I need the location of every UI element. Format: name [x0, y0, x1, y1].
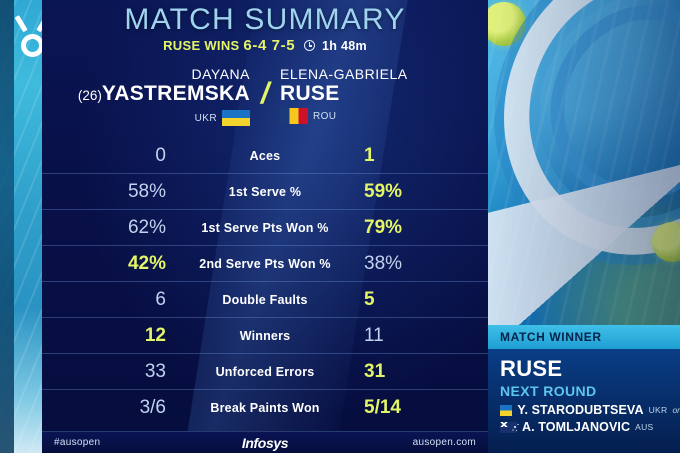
player-right-nationality: ROU — [280, 108, 488, 124]
clock-icon — [304, 40, 316, 51]
stat-value-right: 11 — [364, 324, 384, 346]
stat-value-right: 5/14 — [364, 397, 401, 418]
stat-value-left: 58% — [127, 180, 166, 202]
footer-bar: #ausopen Infosys ausopen.com — [42, 431, 488, 453]
player-left-country-code: UKR — [194, 112, 217, 124]
stats-table: 0 Aces 1 58% 1st Serve % 59% 62% 1st Serve Pts … — [42, 138, 488, 426]
stat-value-left: 6 — [155, 288, 166, 310]
match-winner-name: RUSE — [500, 356, 563, 381]
players-row: DAYANA (26)YASTREMSKA UKR / ELENA-GABRIE… — [42, 66, 488, 134]
footer-hashtag: #ausopen — [54, 437, 101, 448]
stat-label: Double Faults — [222, 292, 308, 307]
stat-label: Aces — [249, 148, 281, 163]
opponent-connector: or — [672, 405, 680, 415]
page-title: MATCH SUMMARY — [124, 3, 406, 36]
stat-value-left: 42% — [127, 252, 166, 274]
stat-label: Unforced Errors — [215, 364, 315, 379]
match-winner-header-label: MATCH WINNER — [500, 330, 602, 344]
ao-ring-icon — [20, 33, 44, 57]
player-left-surname: YASTREMSKA — [101, 82, 250, 105]
table-row: 58% 1st Serve % 59% — [42, 174, 488, 210]
set-scores: 6-4 7-5 — [243, 37, 296, 54]
player-left-first-name: DAYANA — [191, 66, 250, 82]
ukraine-flag-icon — [500, 404, 513, 416]
table-row: 3/6 Break Paints Won 5/14 — [42, 390, 488, 426]
next-round-opponents: Y. STARODUBTSEVA UKR or A. TOMLJANOVIC AUS — [500, 403, 680, 434]
tennis-ball-decoration — [482, 2, 526, 46]
stat-value-right: 38% — [364, 252, 403, 274]
table-row: 62% 1st Serve Pts Won % 79% — [42, 210, 488, 246]
player-right-country-code: ROU — [313, 110, 337, 122]
player-right-last-name: RUSE — [280, 82, 340, 105]
opponent-country-code: AUS — [635, 422, 654, 432]
stat-value-right: 59% — [364, 180, 403, 202]
table-row: 33 Unforced Errors 31 — [42, 354, 488, 390]
player-left[interactable]: DAYANA (26)YASTREMSKA UKR — [42, 66, 264, 126]
stat-value-left: 33 — [144, 360, 166, 382]
stat-label: Winners — [239, 328, 291, 343]
opponent-name: Y. STARODUBTSEVA — [517, 403, 644, 417]
result-text: RUSE WINS — [163, 38, 240, 53]
opponent-country-code: UKR — [648, 405, 668, 415]
match-winner-header: MATCH WINNER — [488, 325, 680, 349]
match-winner-card: MATCH WINNER RUSE NEXT ROUND Y. STARODUB… — [488, 325, 680, 453]
ao-logo[interactable] — [10, 8, 54, 64]
stat-value-right: 5 — [364, 288, 375, 310]
player-left-nationality: UKR — [42, 110, 250, 126]
table-row: 0 Aces 1 — [42, 138, 488, 174]
header-result-line: RUSE WINS 6-4 7-5 1h 48m — [42, 37, 488, 54]
player-left-last-name: (26)YASTREMSKA — [42, 82, 250, 107]
match-duration: 1h 48m — [321, 39, 367, 53]
left-edge-shadow — [0, 0, 14, 453]
stat-value-right: 31 — [364, 360, 386, 382]
list-item[interactable]: A. TOMLJANOVIC AUS — [500, 420, 680, 434]
table-row: 12 Winners 11 — [42, 318, 488, 354]
tennis-ball-decoration-2 — [652, 222, 680, 262]
australia-flag-icon — [500, 421, 517, 433]
table-row: 42% 2nd Serve Pts Won % 38% — [42, 246, 488, 282]
stat-value-right: 79% — [364, 216, 403, 238]
stat-label: 1st Serve Pts Won % — [201, 220, 329, 235]
player-left-seed: (26) — [77, 88, 102, 103]
stat-value-left: 62% — [127, 216, 166, 238]
ukraine-flag-icon — [222, 110, 250, 126]
stat-label: 1st Serve % — [228, 184, 302, 199]
stat-label: Break Paints Won — [210, 401, 320, 415]
stat-value-right: 1 — [364, 144, 375, 166]
players-separator: / — [260, 77, 270, 110]
stats-panel: MATCH SUMMARY RUSE WINS 6-4 7-5 1h 48m D… — [42, 0, 488, 453]
stat-value-left: 12 — [144, 324, 166, 346]
next-round-label: NEXT ROUND — [500, 383, 597, 399]
romania-flag-icon — [280, 108, 308, 124]
footer-website: ausopen.com — [412, 437, 476, 448]
match-winner-body: RUSE NEXT ROUND Y. STARODUBTSEVA UKR or A. … — [488, 349, 680, 453]
stat-value-left: 0 — [155, 144, 166, 166]
player-right-first-name: ELENA-GABRIELA — [280, 66, 408, 82]
player-right[interactable]: ELENA-GABRIELA RUSE ROU — [266, 66, 488, 124]
sponsor-logo: Infosys — [241, 434, 289, 451]
list-item[interactable]: Y. STARODUBTSEVA UKR or — [500, 403, 680, 417]
header: MATCH SUMMARY RUSE WINS 6-4 7-5 1h 48m — [42, 0, 488, 62]
opponent-name: A. TOMLJANOVIC — [522, 420, 631, 434]
stat-label: 2nd Serve Pts Won % — [199, 256, 331, 271]
stat-value-left: 3/6 — [139, 397, 166, 418]
table-row: 6 Double Faults 5 — [42, 282, 488, 318]
